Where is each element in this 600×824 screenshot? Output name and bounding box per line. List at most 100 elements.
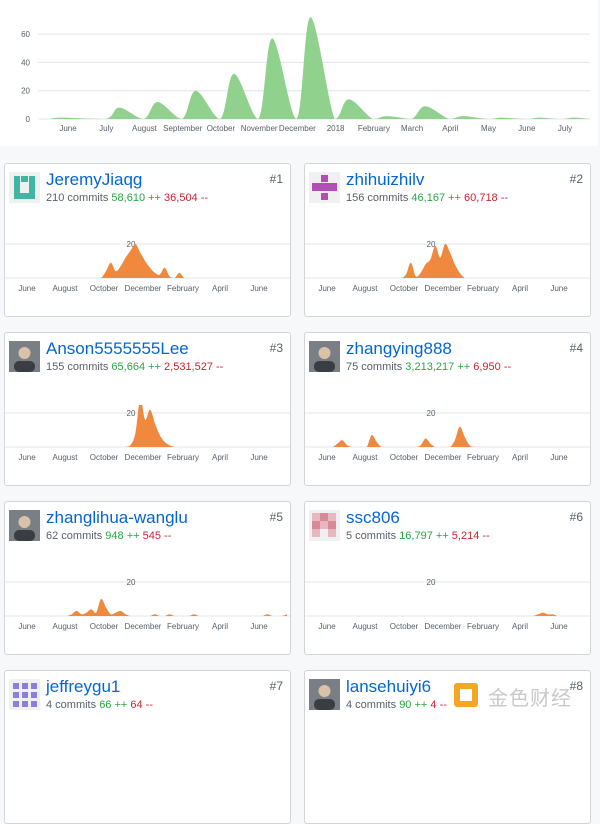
contributor-stats: 62 commits 948 ++ 545 -- (46, 530, 171, 542)
deletions-count: 60,718 -- (464, 192, 509, 204)
additions-count: 90 ++ (399, 699, 431, 711)
contributor-activity-chart: 20 June August October December February April… (305, 240, 590, 293)
x-tick-label: February (167, 622, 199, 631)
y-tick-label: 60 (21, 30, 30, 39)
x-tick-label: October (90, 622, 119, 631)
contributor-activity-chart: 20 June August October December February April… (5, 578, 290, 631)
contributor-rank: #1 (269, 172, 283, 186)
x-tick-label: February (358, 124, 390, 133)
x-tick-label: July (99, 124, 113, 133)
commit-count[interactable]: 156 commits (346, 192, 412, 204)
photo-avatar-avatar[interactable] (309, 341, 340, 372)
x-tick-label: June (550, 622, 568, 631)
teal-identicon-avatar[interactable] (9, 172, 40, 203)
activity-area (13, 243, 287, 278)
additions-count: 46,167 ++ (411, 192, 465, 204)
deletions-count: 5,214 -- (451, 530, 490, 542)
x-tick-label: August (353, 622, 379, 631)
contributor-rank: #4 (569, 341, 583, 355)
contributor-username[interactable]: JeremyJiaqg (46, 170, 143, 189)
x-tick-label: April (512, 284, 528, 293)
x-tick-label: February (167, 453, 199, 462)
x-tick-label: June (318, 622, 336, 631)
commit-count[interactable]: 62 commits (46, 530, 106, 542)
x-tick-label: August (132, 124, 158, 133)
x-tick-label: March (401, 124, 423, 133)
contributor-stats: 5 commits 16,797 ++ 5,214 -- (346, 530, 490, 542)
photo-avatar-avatar[interactable] (9, 341, 40, 372)
photo-avatar-avatar[interactable] (309, 679, 340, 710)
contributor-username[interactable]: ssc806 (346, 508, 400, 527)
x-tick-label: November (241, 124, 278, 133)
commit-count[interactable]: 4 commits (346, 699, 400, 711)
x-tick-label: August (53, 622, 79, 631)
commit-count[interactable]: 155 commits (46, 361, 112, 373)
contributor-stats: 155 commits 65,664 ++ 2,531,527 -- (46, 361, 223, 373)
x-tick-label: February (167, 284, 199, 293)
x-tick-label: October (90, 453, 119, 462)
deletions-count: 4 -- (430, 699, 447, 711)
commit-count[interactable]: 4 commits (46, 699, 100, 711)
x-tick-label: October (207, 124, 236, 133)
contributor-card: zhangying888 #4 75 commits 3,213,217 ++ 6,… (304, 332, 591, 486)
x-tick-label: June (318, 284, 336, 293)
y-tick-label: 20 (427, 578, 436, 587)
contributor-activity-chart: 20 June August October December February April… (5, 405, 290, 462)
contributor-activity-chart: 20 June August October December February April… (305, 409, 590, 462)
activity-area (313, 243, 587, 278)
x-tick-label: August (53, 453, 79, 462)
x-tick-label: December (425, 453, 462, 462)
contributor-username[interactable]: zhihuizhilv (346, 170, 425, 189)
x-tick-label: October (390, 622, 419, 631)
contributions-area-chart: 0 20 40 60 June July August September October No… (21, 17, 590, 133)
x-tick-label: June (518, 124, 536, 133)
commit-count[interactable]: 75 commits (346, 361, 406, 373)
x-tick-label: April (212, 284, 228, 293)
contributor-rank: #5 (269, 510, 283, 524)
x-tick-label: September (163, 124, 202, 133)
contributor-card: jeffreygu1 #7 4 commits 66 ++ 64 -- (4, 670, 291, 824)
commit-count[interactable]: 210 commits (46, 192, 112, 204)
x-tick-label: April (512, 622, 528, 631)
y-tick-label: 20 (127, 578, 136, 587)
x-tick-label: August (53, 284, 79, 293)
additions-count: 16,797 ++ (399, 530, 452, 542)
activity-area (13, 405, 287, 447)
x-tick-label: July (558, 124, 572, 133)
commit-count[interactable]: 5 commits (346, 530, 400, 542)
x-tick-label: June (250, 284, 268, 293)
contributor-username[interactable]: lansehuiyi6 (346, 677, 432, 696)
additions-count: 65,664 ++ (111, 361, 165, 373)
contributor-card: zhanglihua-wanglu #5 62 commits 948 ++ 545… (4, 501, 291, 655)
contributor-username[interactable]: zhangying888 (346, 339, 452, 358)
purple-identicon-avatar[interactable] (9, 679, 40, 710)
contributor-stats: 75 commits 3,213,217 ++ 6,950 -- (346, 361, 511, 373)
y-tick-label: 20 (127, 240, 136, 249)
x-tick-label: October (390, 453, 419, 462)
contributor-username[interactable]: Anson5555555Lee (46, 339, 189, 358)
magenta-identicon-avatar[interactable] (309, 172, 340, 203)
additions-count: 58,610 ++ (111, 192, 165, 204)
contributor-rank: #3 (269, 341, 283, 355)
contributor-activity-chart: 20 June August October December February April… (5, 240, 290, 293)
contributor-card: zhihuizhilv #2 156 commits 46,167 ++ 60,71… (304, 163, 591, 317)
jinse-watermark-logo (454, 683, 478, 707)
contributions-chart: 0 20 40 60 June July August September October No… (0, 0, 598, 146)
x-tick-label: June (59, 124, 77, 133)
contributor-username[interactable]: zhanglihua-wanglu (46, 508, 188, 527)
y-tick-label: 20 (427, 409, 436, 418)
contributor-stats: 4 commits 90 ++ 4 -- (346, 699, 447, 711)
x-tick-label: December (125, 284, 162, 293)
x-tick-label: June (18, 453, 36, 462)
contributor-stats: 156 commits 46,167 ++ 60,718 -- (346, 192, 508, 204)
activity-area (313, 612, 587, 616)
contributor-rank: #6 (569, 510, 583, 524)
photo-avatar-avatar[interactable] (9, 510, 40, 541)
x-tick-label: May (481, 124, 496, 133)
x-tick-label: October (90, 284, 119, 293)
contributor-username[interactable]: jeffreygu1 (46, 677, 121, 696)
x-tick-label: June (318, 453, 336, 462)
x-tick-label: April (442, 124, 458, 133)
pink-identicon-avatar[interactable] (309, 510, 340, 541)
contributor-rank: #7 (269, 679, 283, 693)
